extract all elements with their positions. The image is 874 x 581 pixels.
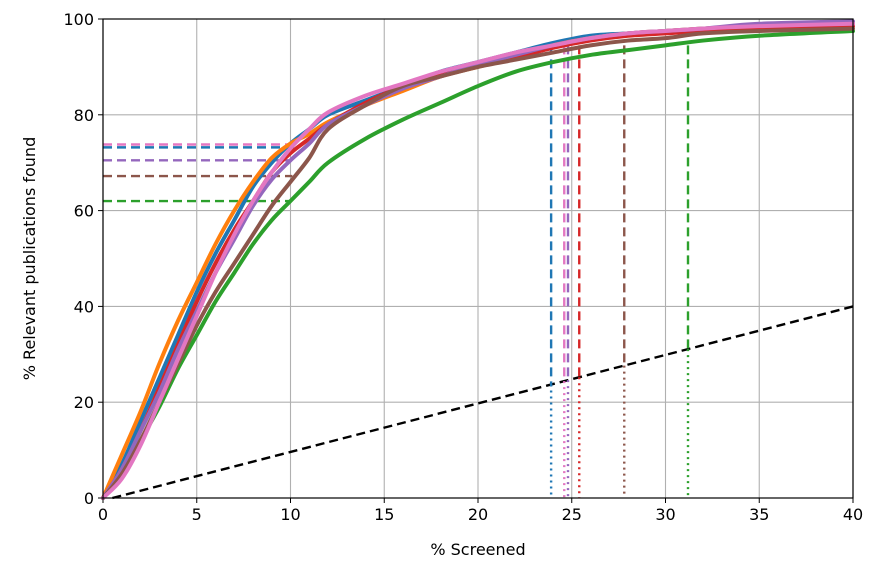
x-tick-label: 25 [562, 505, 582, 524]
vertical-markers [549, 45, 690, 498]
y-tick-label: 0 [84, 489, 94, 508]
series-line [101, 28, 855, 500]
y-tick-label: 80 [74, 106, 94, 125]
y-axis-label: % Relevant publications found [20, 137, 39, 380]
x-tick-label: 10 [280, 505, 300, 524]
y-tick-label: 60 [74, 202, 94, 221]
y-axis-ticks: 0 20 40 60 80 100 [63, 10, 103, 508]
y-tick-label: 40 [74, 297, 94, 316]
x-tick-label: 5 [192, 505, 202, 524]
x-tick-label: 30 [655, 505, 675, 524]
random-baseline-line [112, 305, 854, 500]
x-tick-label: 0 [98, 505, 108, 524]
x-axis-ticks: 0 5 10 15 20 25 30 35 40 [98, 498, 863, 524]
x-tick-label: 35 [749, 505, 769, 524]
x-tick-label: 40 [843, 505, 863, 524]
y-tick-label: 100 [63, 10, 94, 29]
series-line [101, 21, 855, 500]
x-tick-label: 15 [374, 505, 394, 524]
series-lines [101, 19, 855, 500]
grid-lines [102, 18, 854, 499]
x-tick-label: 20 [468, 505, 488, 524]
random-baseline [112, 305, 854, 500]
y-tick-label: 20 [74, 393, 94, 412]
x-axis-label: % Screened [430, 540, 525, 559]
